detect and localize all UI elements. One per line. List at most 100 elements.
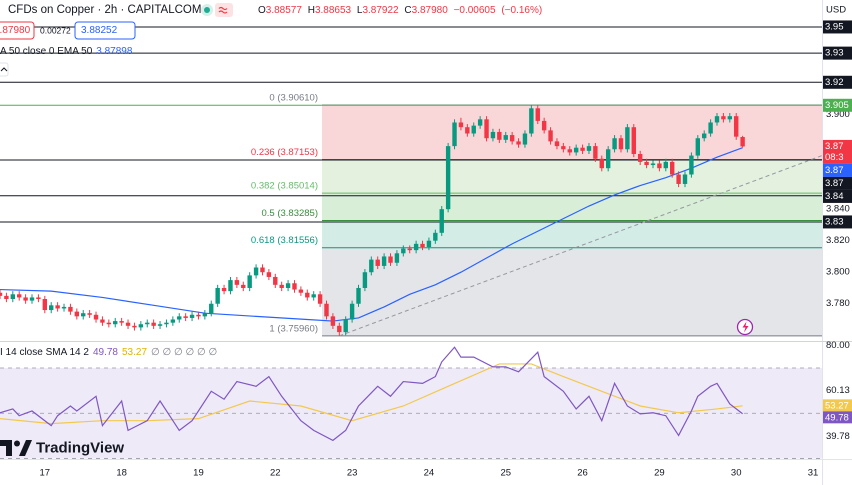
candle-body bbox=[125, 322, 131, 326]
symbol-title: CFDs on Copper · 2h · CAPITALCOM bbox=[8, 4, 201, 16]
data-delay-icon bbox=[218, 6, 228, 14]
price-line-badge: 3.93 bbox=[825, 48, 844, 59]
candle-body bbox=[362, 272, 368, 288]
y-tick-label: 3.900 bbox=[826, 109, 850, 120]
lines-layer bbox=[0, 26, 823, 459]
candle-body bbox=[132, 325, 137, 328]
candle-body bbox=[465, 127, 470, 134]
candle-body bbox=[317, 294, 323, 304]
fib-level-label: 0 (3.90610) bbox=[269, 92, 318, 103]
candle-body bbox=[170, 319, 176, 323]
candle-body bbox=[93, 314, 99, 320]
candle-body bbox=[0, 292, 3, 296]
candle-body bbox=[36, 297, 41, 300]
candle-body bbox=[189, 314, 195, 318]
candle-body bbox=[273, 276, 278, 285]
price-line-badge: 3.95 bbox=[825, 21, 844, 32]
candle-body bbox=[119, 321, 124, 323]
candle-body bbox=[561, 146, 566, 150]
candle-body bbox=[138, 324, 144, 328]
candle-body bbox=[4, 295, 9, 300]
candle-body bbox=[394, 253, 400, 263]
x-tick-label: 31 bbox=[808, 468, 819, 479]
candle-body bbox=[343, 319, 348, 333]
candle-body bbox=[676, 174, 681, 184]
fib-level-label: 1 (3.75960) bbox=[269, 323, 318, 334]
sell-button[interactable] bbox=[0, 21, 35, 40]
collapse-icon bbox=[0, 67, 8, 72]
buy-button[interactable] bbox=[74, 21, 136, 40]
price-line-badge-bg bbox=[823, 189, 852, 203]
candle-body bbox=[740, 137, 745, 147]
last-price-badge-bg bbox=[823, 139, 852, 164]
candle-body bbox=[266, 272, 272, 277]
rsi-legend-value: 49.78 bbox=[93, 347, 118, 358]
y-tick-label: 3.780 bbox=[826, 298, 850, 309]
x-tick-label: 26 bbox=[577, 468, 588, 479]
candle-body bbox=[337, 325, 342, 333]
x-tick-label: 17 bbox=[40, 468, 51, 479]
candle-body bbox=[247, 275, 252, 288]
zones-layer bbox=[0, 104, 822, 459]
x-tick-label: 30 bbox=[731, 468, 742, 479]
candle-body bbox=[298, 289, 304, 293]
axis-layer: 3.900 3.840 3.820 3.800 3.780 3.95 3.93 3.92 3.9… bbox=[40, 20, 852, 479]
price-line-badge-bg bbox=[823, 215, 852, 229]
candle-body bbox=[631, 127, 636, 155]
candle-body bbox=[586, 146, 592, 151]
x-tick-label: 24 bbox=[424, 468, 435, 479]
rsi-sma-badge-bg bbox=[823, 399, 852, 412]
brand-logo-dot bbox=[14, 440, 20, 447]
collapse-legend-button[interactable] bbox=[0, 62, 9, 77]
fib-level-label: 0.618 (3.81556) bbox=[251, 235, 318, 246]
candle-body bbox=[509, 135, 515, 142]
candle-body bbox=[695, 138, 701, 156]
candle-body bbox=[580, 147, 585, 151]
candle-body bbox=[196, 314, 201, 317]
candle-body bbox=[81, 313, 86, 317]
labels-layer: 0 (3.90610) 0.236 (3.87153) 0.382 (3.85014… bbox=[251, 92, 318, 334]
candle-body bbox=[548, 130, 553, 142]
candle-body bbox=[324, 303, 329, 317]
ohlc-label: C bbox=[404, 5, 411, 16]
data-delay-badge[interactable] bbox=[215, 3, 233, 17]
candle-body bbox=[209, 303, 214, 314]
candle-body bbox=[311, 294, 316, 298]
candle-body bbox=[625, 127, 630, 150]
x-tick-label: 23 bbox=[347, 468, 358, 479]
rsi-sma-badge: 53.27 bbox=[825, 400, 849, 411]
candle-body bbox=[145, 322, 150, 325]
candle-body bbox=[349, 303, 355, 320]
candle-body bbox=[413, 243, 419, 251]
candle-body bbox=[458, 122, 464, 128]
candle-body bbox=[356, 287, 361, 304]
brand-logo-t bbox=[0, 440, 12, 456]
fib-zone bbox=[322, 193, 822, 221]
candle-body bbox=[663, 161, 668, 169]
fib-level-label: 0.5 (3.83285) bbox=[261, 208, 318, 219]
ohlc-value: 3.87922 bbox=[362, 5, 399, 16]
candle-body bbox=[228, 280, 233, 292]
candle-body bbox=[407, 248, 412, 251]
ohlc-label: O bbox=[258, 5, 266, 16]
fib-zone bbox=[322, 220, 822, 248]
candle-body bbox=[605, 149, 611, 169]
candle-body bbox=[657, 163, 662, 169]
price-line-badge: 3.84 bbox=[825, 191, 844, 202]
candle-body bbox=[401, 248, 406, 254]
x-tick-label: 19 bbox=[193, 468, 204, 479]
candle-body bbox=[87, 313, 92, 315]
rsi-badge-bg bbox=[823, 411, 852, 424]
x-tick-label: 22 bbox=[270, 468, 281, 479]
candle-body bbox=[535, 108, 540, 121]
sell-price: 3.87980 bbox=[0, 25, 31, 36]
trend-line bbox=[339, 155, 823, 337]
last-price-badge: 08:3 bbox=[825, 152, 844, 163]
candle-body bbox=[253, 267, 259, 276]
candle-body bbox=[433, 232, 438, 241]
currency-label: USD bbox=[826, 5, 846, 16]
candle-body bbox=[164, 322, 169, 325]
candle-body bbox=[721, 116, 726, 120]
ohlc-value: 3.88653 bbox=[315, 5, 352, 16]
candle-body bbox=[157, 324, 163, 326]
